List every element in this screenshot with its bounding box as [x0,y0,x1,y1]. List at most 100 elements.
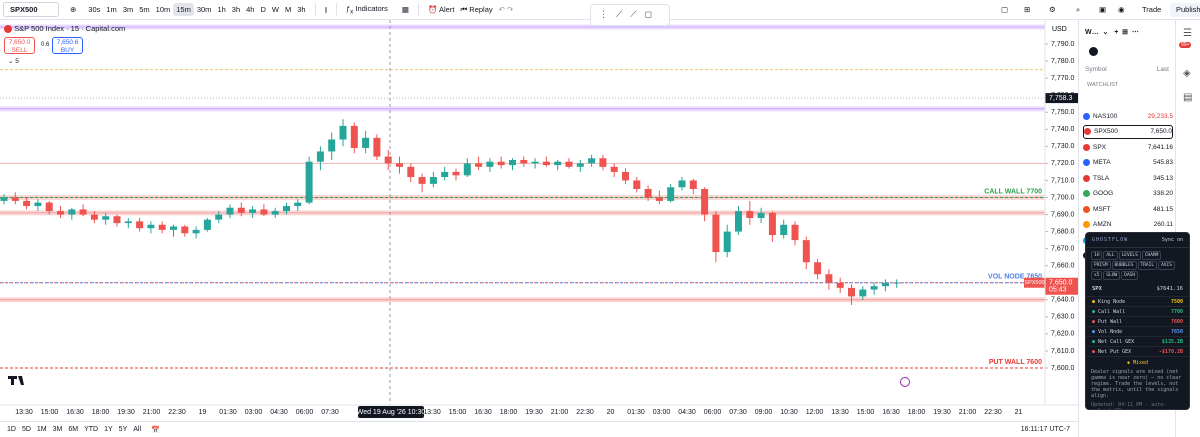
y-tick-label: 7,720.0 [1051,160,1074,167]
interval[interactable]: M [284,5,292,14]
screenshot[interactable]: ▣ [1099,5,1107,14]
x-tick-label: 21 [1015,409,1023,416]
settings[interactable]: ⚙ [1049,5,1056,14]
candle-body [271,211,279,215]
range[interactable]: 1M [36,426,47,433]
chip[interactable]: TRAIL [1137,261,1158,270]
range[interactable]: All [133,426,142,433]
chart-type[interactable]: ⫾ [324,4,327,14]
x-tick-label: 18:00 [908,409,926,416]
event-icon[interactable] [900,377,910,387]
x-tick-label: 09:00 [755,409,773,416]
alert-label: Alert [439,5,455,14]
alert[interactable]: ⏰ Alert [428,5,455,14]
chip[interactable]: DASH [1121,271,1139,280]
interval[interactable]: 1h [217,5,226,14]
chip[interactable]: 1H [1091,251,1103,260]
range[interactable]: 6M [68,426,79,433]
y-tick-label: 7,780.0 [1051,58,1074,65]
watchlist-row[interactable]: MSFT 481.15 [1083,202,1173,216]
chip[interactable]: x5 [1091,271,1103,280]
icon[interactable]: ▤ [1183,92,1193,103]
interval[interactable]: 10m [155,5,171,14]
sync[interactable]: Sync on [1161,237,1183,243]
indicator-count: 5 [15,58,19,65]
range[interactable]: YTD [84,426,99,433]
chip[interactable]: BUBBLES [1111,261,1137,270]
y-tick-label: 7,790.0 [1051,41,1074,48]
candle-body [746,211,754,218]
chip[interactable]: GLOW [1103,271,1121,280]
chip[interactable]: LEVELS [1118,251,1141,260]
interval[interactable]: 30m [196,5,212,14]
interval[interactable]: 1m [106,5,117,14]
search[interactable]: ⌕ [1076,5,1081,14]
layout[interactable]: ⊞ [1024,5,1031,14]
range[interactable]: 3M [52,426,63,433]
icon[interactable]: ☰ [1183,28,1192,39]
chip[interactable]: CHARM [1141,251,1162,260]
interval[interactable]: 3h [231,5,241,14]
candle-body [23,200,31,207]
watchlist-menu[interactable]: W… ⌄ + ⊞ ⋯ [1085,29,1139,36]
trade[interactable]: Trade [1142,5,1162,14]
compare[interactable]: ⊕ [70,5,77,14]
candle-body [45,202,53,212]
interval[interactable]: 15m [173,3,194,16]
templates[interactable]: ▦ [401,5,409,14]
watchlist-row[interactable]: SPX 7,641.16 [1083,140,1173,154]
indicator-toggle[interactable]: ⌄ 5 [8,58,19,65]
interval[interactable]: D [260,5,266,14]
interval[interactable]: 3h [297,5,306,14]
camera[interactable]: ◉ [1118,5,1125,14]
last-price-tag: 7,650.0 [1049,280,1072,287]
candle-body [384,156,392,164]
interval[interactable]: W [271,5,279,14]
chip[interactable]: AXIS [1158,261,1175,270]
watchlist-row[interactable]: AMZN 260.11 [1083,218,1173,232]
watchlist-row[interactable]: META 545.83 [1083,156,1173,170]
candle-body [441,171,449,178]
undo[interactable]: ↶ ↷ [498,5,514,14]
watchlist-row[interactable]: TSLA 345.13 [1083,171,1173,185]
watchlist-row[interactable]: GOOG 338.20 [1083,187,1173,201]
x-tick-label: 21:00 [959,409,977,416]
range[interactable]: 1Y [104,426,113,433]
range[interactable]: 5D [21,426,31,433]
x-tick-label: 22:30 [168,409,186,416]
watchlist-row[interactable]: NAS100 29,233.5 [1083,109,1173,123]
candle-body [350,125,358,149]
fullscreen[interactable]: ▢ [1001,5,1009,14]
buy-button[interactable]: 7,650.6 BUY [52,37,83,54]
drawing-toolbar[interactable]: ⋮⟋⟋◻ [590,4,670,26]
interval[interactable]: 5m [139,5,150,14]
sell-button[interactable]: 7,650.0 SELL [4,37,35,54]
panel-row-value: 7650 [1170,328,1183,335]
calendar[interactable]: 📅 [151,426,160,434]
candle-body [576,163,584,167]
panel-row: ● Vol Node 7650 [1086,326,1189,336]
range[interactable]: 1D [7,426,16,433]
symbol-search[interactable]: SPX500 [3,2,59,17]
sell-label: SELL [11,46,28,54]
interval[interactable]: 30s [88,5,101,14]
avatar[interactable] [1089,47,1098,56]
symbol-icon [1083,159,1090,166]
chip[interactable]: ALL [1103,251,1118,260]
panel-row-dot: ● [1092,318,1099,325]
publish[interactable]: Publish [1170,3,1200,17]
y-tick-label: 7,660.0 [1051,263,1074,270]
y-tick-label: 7,610.0 [1051,348,1074,355]
replay[interactable]: ⏮ Replay [460,4,493,14]
range[interactable]: 5Y [118,426,128,433]
interval[interactable]: 4h [246,5,255,14]
x-tick-label: 21:00 [551,409,569,416]
panel-updated: Updated: 04:11 PM · auto-refresh 30s [1091,402,1167,409]
chip[interactable]: PRISM [1091,261,1111,270]
level-label: VOL NODE 7650 [988,274,1042,281]
interval[interactable]: 3m [122,5,134,14]
indicators[interactable]: ƒx Indicators [345,3,388,16]
watchlist-row[interactable]: SPX500 7,650.0 [1083,124,1173,139]
icon[interactable]: ◈ [1183,68,1191,79]
panel-row-dot: ● [1092,338,1099,345]
